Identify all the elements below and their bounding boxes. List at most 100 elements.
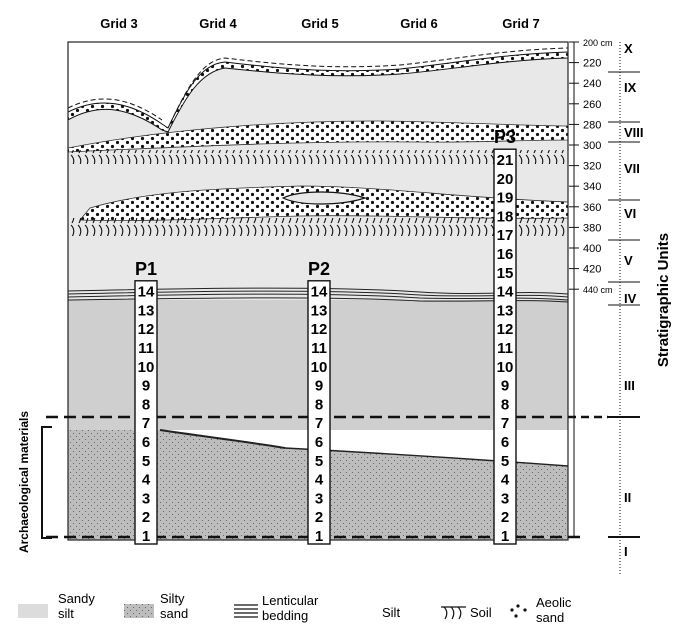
- sample-number: 5: [142, 453, 150, 470]
- grid-label: Grid 3: [100, 16, 138, 31]
- sample-number: 13: [311, 302, 328, 319]
- sample-number: 3: [501, 490, 509, 507]
- legend-swatch-aeolic: [510, 604, 527, 618]
- legend-label: Silty sand: [160, 591, 188, 621]
- unit-label: III: [624, 378, 635, 393]
- sample-number: 5: [315, 453, 323, 470]
- sandy-silt-layer: [68, 58, 568, 300]
- sample-number: 12: [311, 321, 328, 338]
- depth-tick-label: 300: [583, 140, 601, 152]
- depth-tick-label: 420: [583, 264, 601, 276]
- sample-number: 8: [142, 396, 150, 413]
- sample-number: 1: [315, 528, 323, 545]
- sample-number: 5: [501, 453, 509, 470]
- sample-number: 15: [497, 265, 514, 282]
- lens: [281, 191, 367, 205]
- unit-label: V: [624, 253, 633, 268]
- grid-labels: Grid 3 Grid 4 Grid 5 Grid 6 Grid 7: [100, 16, 540, 31]
- sample-number: 8: [315, 396, 323, 413]
- sample-number: 9: [501, 378, 509, 395]
- sample-number: 16: [497, 246, 514, 263]
- sample-number: 14: [311, 284, 328, 301]
- grid-label: Grid 7: [502, 16, 540, 31]
- sample-number: 8: [501, 396, 509, 413]
- grid-label: Grid 4: [199, 16, 237, 31]
- profile-label: P2: [308, 259, 330, 279]
- aeolic-sand-band: [68, 120, 568, 153]
- sample-number: 12: [497, 321, 514, 338]
- sample-number: 7: [142, 415, 150, 432]
- sample-number: 17: [497, 227, 514, 244]
- sample-number: 2: [315, 509, 323, 526]
- soil-layer: [68, 150, 568, 164]
- sample-number: 20: [497, 171, 514, 188]
- unit-label: VII: [624, 161, 640, 176]
- unit-label: IV: [624, 291, 637, 306]
- grid-label: Grid 5: [301, 16, 339, 31]
- dashed-top-line: [68, 47, 568, 125]
- legend-swatch-sandy-silt: [18, 604, 48, 618]
- profile-box: [307, 280, 331, 545]
- sample-number: 6: [501, 434, 509, 451]
- sample-number: 13: [497, 302, 514, 319]
- depth-tick-label: 240: [583, 78, 601, 90]
- unit-label: I: [624, 544, 628, 559]
- sample-profiles: P11413121110987654321P214131211109876543…: [134, 127, 517, 545]
- sample-number: 13: [138, 302, 155, 319]
- depth-tick-label: 380: [583, 222, 601, 234]
- sample-number: 12: [138, 321, 155, 338]
- legend-label: Aeolic sand: [536, 595, 572, 625]
- sample-number: 9: [142, 378, 150, 395]
- legend-label: Silt: [382, 605, 400, 620]
- sample-number: 14: [497, 284, 514, 301]
- sample-number: 18: [497, 208, 514, 225]
- profile-label: P3: [494, 127, 516, 147]
- unit-label: IX: [624, 80, 637, 95]
- depth-axis: 200 cm 220 240 260 280 300 320 340 360 380 400 420 4…: [569, 38, 613, 537]
- legend-label: Sandy silt: [58, 591, 95, 621]
- depth-tick-label: 200 cm: [583, 38, 613, 48]
- archaeo-bracket: Archaeological materials: [17, 411, 52, 553]
- unit-label: VI: [624, 206, 636, 221]
- sample-number: 10: [138, 359, 155, 376]
- profile-label: P1: [135, 259, 157, 279]
- depth-tick-label: 360: [583, 202, 601, 214]
- depth-tick-label: 220: [583, 58, 601, 70]
- legend-swatch-lenticular: [234, 604, 258, 618]
- legend-label: Lenticular bedding: [262, 593, 319, 623]
- sample-number: 14: [138, 284, 155, 301]
- sample-number: 4: [315, 472, 324, 489]
- sample-number: 7: [315, 415, 323, 432]
- grid-label: Grid 6: [400, 16, 438, 31]
- sample-number: 11: [138, 340, 154, 357]
- sample-number: 3: [142, 490, 150, 507]
- sample-number: 11: [311, 340, 327, 357]
- depth-tick-label: 260: [583, 99, 601, 111]
- sample-number: 6: [315, 434, 323, 451]
- depth-tick-label: 440 cm: [583, 285, 613, 295]
- sample-number: 7: [501, 415, 509, 432]
- sample-number: 2: [142, 509, 150, 526]
- unit-label: VIII: [624, 125, 644, 140]
- sample-number: 19: [497, 190, 514, 207]
- depth-tick-label: 320: [583, 161, 601, 173]
- legend-swatch-soil: [441, 606, 466, 620]
- units-axis-label: Stratigraphic Units: [655, 233, 672, 367]
- sample-number: 1: [501, 528, 509, 545]
- sample-number: 4: [142, 472, 151, 489]
- unit-label: X: [624, 41, 633, 56]
- sample-number: 10: [497, 359, 514, 376]
- sample-number: 9: [315, 378, 323, 395]
- sample-number: 3: [315, 490, 323, 507]
- depth-tick-label: 340: [583, 181, 601, 193]
- profile-box: [134, 280, 158, 545]
- sample-number: 4: [501, 472, 510, 489]
- sample-number: 10: [311, 359, 328, 376]
- depth-tick-label: 280: [583, 119, 601, 131]
- legend-swatch-silty-sand: [124, 604, 154, 618]
